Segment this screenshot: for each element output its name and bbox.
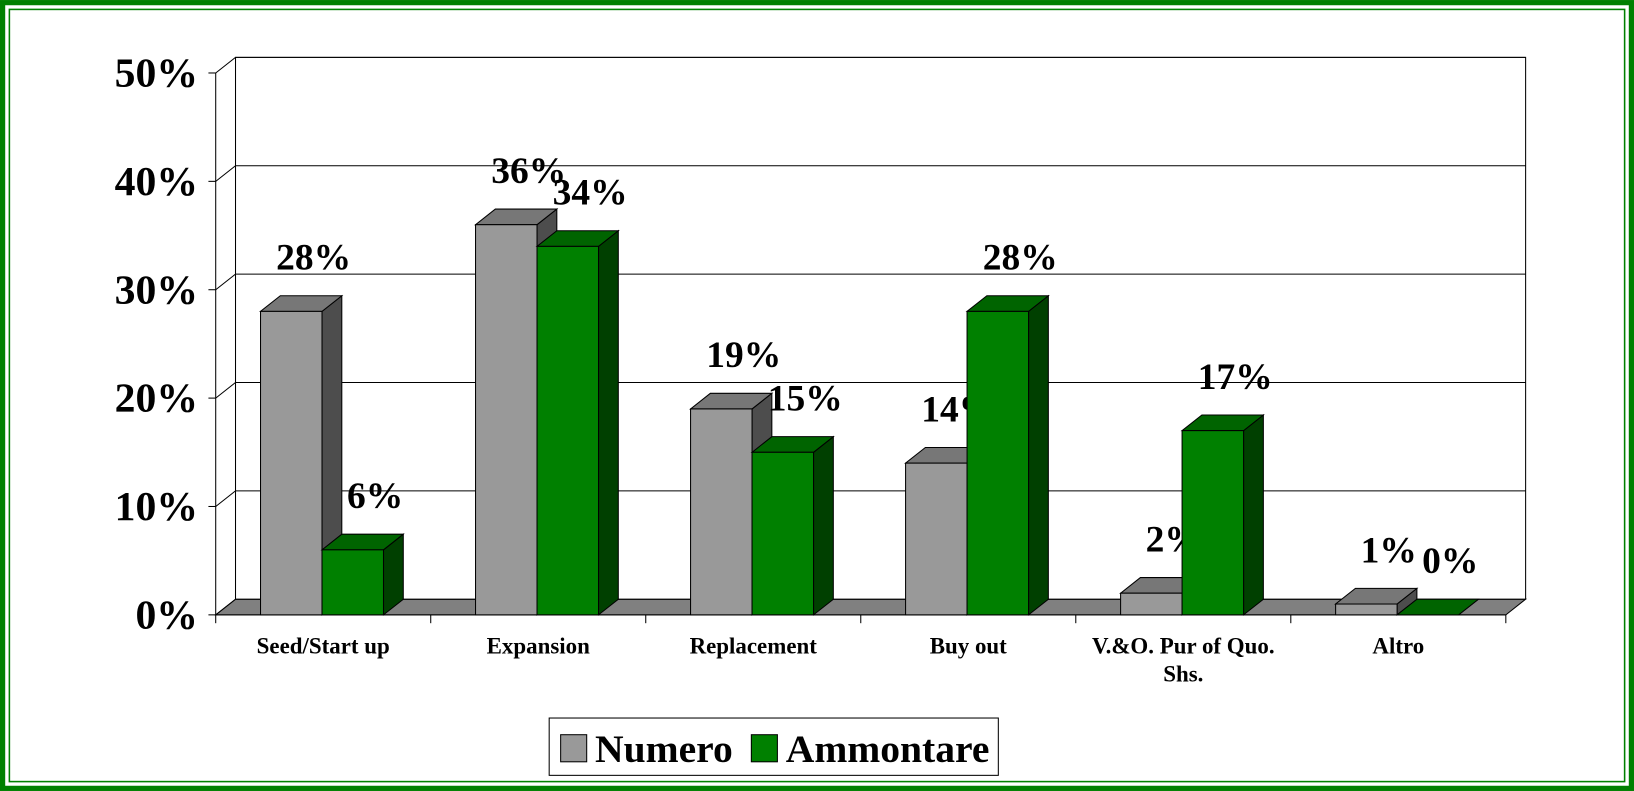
bar-side (597, 229, 619, 616)
bar (965, 294, 1050, 616)
value-label: 34% (553, 173, 628, 214)
bar-side (1028, 294, 1049, 616)
x-tick-label-box: V.&O. Pur of Quo. Shs. (1091, 632, 1275, 687)
grid-line (215, 273, 1526, 291)
x-tick-label: Expansion (486, 632, 590, 659)
bar-front (1120, 592, 1183, 616)
legend-swatch (560, 734, 588, 763)
grid-line (215, 56, 1526, 74)
x-tick-label: Seed/Start up (256, 632, 390, 659)
bar-front (1181, 430, 1245, 616)
x-tick-label-box: Buy out (929, 632, 1007, 659)
bar (320, 533, 405, 616)
value-label: 1% (1361, 530, 1417, 571)
bar (750, 435, 835, 616)
legend-swatch (750, 734, 778, 763)
bar-front (321, 549, 385, 616)
floor (214, 598, 1528, 616)
x-tick-label-box: Seed/Start up (256, 632, 390, 659)
y-tick-label: 50% (115, 51, 198, 97)
bar-front (966, 310, 1030, 616)
bar-front (690, 408, 753, 616)
x-tick-label: Buy out (929, 632, 1007, 659)
bar-front (751, 451, 815, 616)
bar-front (260, 310, 323, 616)
value-label: 28% (983, 238, 1058, 279)
value-label: 36% (491, 151, 566, 192)
y-tick-label: 40% (115, 159, 198, 205)
bar (1334, 587, 1419, 616)
bar-front (1335, 603, 1398, 616)
x-tick-label: V.&O. Pur of Quo. Shs. (1091, 632, 1275, 687)
y-tick-label: 20% (115, 376, 198, 422)
back-wall (234, 56, 1527, 600)
legend-label: Numero (595, 727, 733, 771)
value-label: 6% (347, 476, 403, 517)
bar-front (905, 462, 968, 616)
y-tick-label: 10% (115, 484, 198, 530)
bar (1395, 598, 1480, 616)
value-label: 15% (768, 379, 843, 420)
grid-line (215, 598, 1526, 616)
x-tick-label-box: Expansion (486, 632, 590, 659)
bar-top (1395, 598, 1480, 616)
bar-front (475, 224, 538, 616)
grid-line (215, 165, 1526, 182)
x-tick-label-box: Replacement (689, 632, 817, 659)
y-tick-label: 0% (135, 592, 198, 638)
bar-side (1243, 413, 1264, 616)
inner-frame (8, 8, 1626, 783)
grid-line (215, 490, 1526, 507)
x-tick-label-box: Altro (1372, 632, 1425, 659)
bar (1180, 413, 1265, 616)
y-tick-label: 30% (115, 267, 198, 313)
x-tick-label: Altro (1372, 632, 1425, 659)
bar (535, 229, 620, 616)
value-label: 17% (1198, 357, 1273, 398)
bar-side (813, 435, 834, 616)
legend-label: Ammontare (786, 727, 990, 771)
value-label: 28% (276, 238, 351, 279)
value-label: 19% (706, 335, 781, 376)
bar-front (536, 245, 600, 616)
value-label: 0% (1422, 541, 1478, 582)
grid-line (215, 381, 1526, 399)
x-tick-label: Replacement (689, 632, 817, 659)
bar (259, 294, 344, 616)
